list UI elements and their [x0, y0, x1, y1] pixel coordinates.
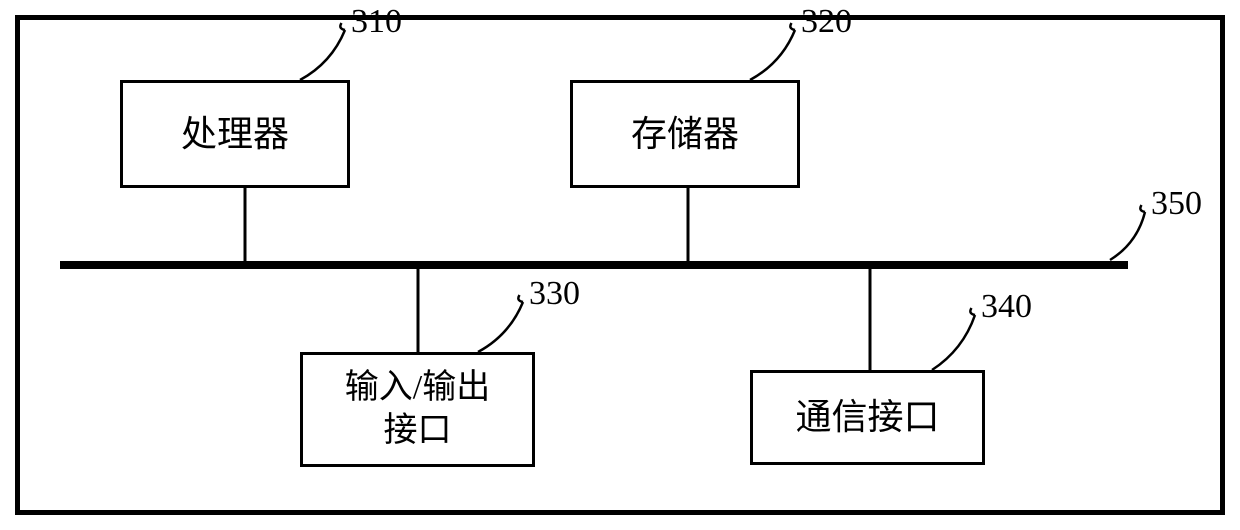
comm-ref-label: 340: [981, 288, 1032, 326]
comm-leader-path: [932, 308, 975, 370]
comm-leader: [0, 0, 1240, 530]
